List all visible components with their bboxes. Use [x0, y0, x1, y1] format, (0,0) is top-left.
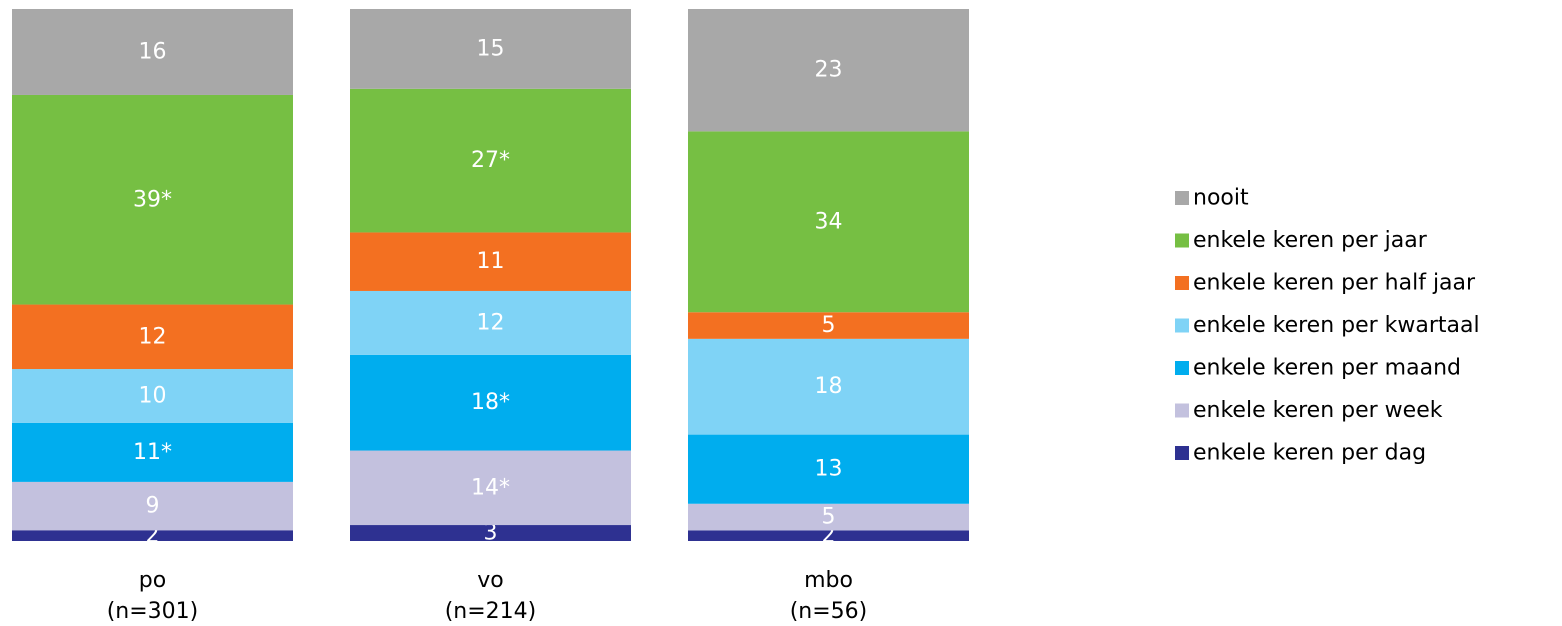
bars-group: 2911*101239*16314*18*121127*152513185342…: [12, 9, 969, 548]
legend-label-enkele-keren-per-kwartaal: enkele keren per kwartaal: [1193, 313, 1480, 338]
legend-label-enkele-keren-per-half-jaar: enkele keren per half jaar: [1193, 271, 1476, 296]
bar-segment-mbo-nooit: [688, 9, 969, 132]
legend-swatch-enkele-keren-per-week: [1175, 403, 1189, 418]
legend-swatch-enkele-keren-per-jaar: [1175, 233, 1189, 248]
bar-segment-vo-enkele-keren-per-jaar: [350, 88, 631, 233]
legend-swatch-nooit: [1175, 191, 1189, 205]
data-label-mbo-enkele-keren-per-half-jaar: 5: [822, 313, 836, 338]
data-label-vo-nooit: 15: [477, 36, 505, 61]
data-label-mbo-nooit: 23: [815, 58, 843, 83]
data-label-vo-enkele-keren-per-kwartaal: 12: [477, 310, 505, 335]
bar-segment-mbo-enkele-keren-per-dag: [688, 530, 969, 541]
bar-segment-po-enkele-keren-per-dag: [12, 530, 293, 541]
bar-segment-vo-enkele-keren-per-maand: [350, 354, 631, 451]
bar-segment-mbo-enkele-keren-per-half-jaar: [688, 312, 969, 339]
bar-segment-mbo-enkele-keren-per-jaar: [688, 131, 969, 313]
data-label-vo-enkele-keren-per-half-jaar: 11: [477, 249, 505, 274]
bar-segment-po-enkele-keren-per-maand: [12, 422, 293, 482]
legend-swatch-enkele-keren-per-dag: [1175, 446, 1189, 460]
bar-segment-po-enkele-keren-per-half-jaar: [12, 304, 293, 370]
data-label-po-nooit: 16: [139, 39, 167, 64]
legend-label-enkele-keren-per-jaar: enkele keren per jaar: [1193, 228, 1428, 253]
legend: nooit enkele keren per jaar enkele keren p…: [1175, 186, 1480, 466]
category-label-vo: vo: [477, 568, 503, 593]
bar-segment-po-enkele-keren-per-week: [12, 481, 293, 531]
category-sample-size-vo: (n=214): [445, 599, 537, 624]
data-label-po-enkele-keren-per-kwartaal: 10: [139, 383, 167, 408]
data-label-po-enkele-keren-per-half-jaar: 12: [139, 324, 167, 349]
bar-segment-mbo-enkele-keren-per-kwartaal: [688, 338, 969, 435]
legend-label-enkele-keren-per-dag: enkele keren per dag: [1193, 441, 1426, 466]
legend-label-enkele-keren-per-maand: enkele keren per maand: [1193, 356, 1461, 381]
bar-segment-vo-enkele-keren-per-kwartaal: [350, 290, 631, 355]
category-sample-size-po: (n=301): [107, 599, 199, 624]
data-label-vo-enkele-keren-per-dag: 3: [484, 521, 498, 546]
data-label-mbo-enkele-keren-per-week: 5: [822, 505, 836, 530]
category-sample-size-mbo: (n=56): [790, 599, 868, 624]
legend-label-nooit: nooit: [1193, 186, 1249, 211]
bar-segment-mbo-enkele-keren-per-maand: [688, 434, 969, 504]
bar-segment-po-enkele-keren-per-jaar: [12, 94, 293, 305]
legend-swatch-enkele-keren-per-half-jaar: [1175, 276, 1189, 290]
data-label-po-enkele-keren-per-week: 9: [146, 494, 160, 519]
legend-swatch-enkele-keren-per-kwartaal: [1175, 318, 1189, 333]
data-label-po-enkele-keren-per-jaar: 39*: [133, 187, 172, 212]
data-label-vo-enkele-keren-per-week: 14*: [471, 475, 510, 500]
data-label-mbo-enkele-keren-per-maand: 13: [815, 457, 843, 482]
bar-segment-vo-enkele-keren-per-dag: [350, 525, 631, 541]
bar-segment-po-enkele-keren-per-kwartaal: [12, 369, 293, 423]
data-label-vo-enkele-keren-per-maand: 18*: [471, 390, 510, 415]
category-labels: po (n=301) vo (n=214) mbo (n=56): [107, 568, 868, 624]
bar-segment-vo-enkele-keren-per-week: [350, 450, 631, 526]
data-label-mbo-enkele-keren-per-kwartaal: 18: [815, 374, 843, 399]
bar-segment-vo-enkele-keren-per-half-jaar: [350, 232, 631, 291]
bar-segment-mbo-enkele-keren-per-week: [688, 503, 969, 531]
bar-segment-vo-nooit: [350, 9, 631, 89]
data-label-po-enkele-keren-per-maand: 11*: [133, 440, 172, 465]
data-label-vo-enkele-keren-per-jaar: 27*: [471, 148, 510, 173]
legend-swatch-enkele-keren-per-maand: [1175, 361, 1189, 375]
bar-segment-po-nooit: [12, 9, 293, 95]
category-label-mbo: mbo: [804, 568, 853, 593]
legend-label-enkele-keren-per-week: enkele keren per week: [1193, 398, 1443, 423]
category-label-po: po: [139, 568, 166, 593]
data-label-mbo-enkele-keren-per-jaar: 34: [815, 209, 843, 234]
